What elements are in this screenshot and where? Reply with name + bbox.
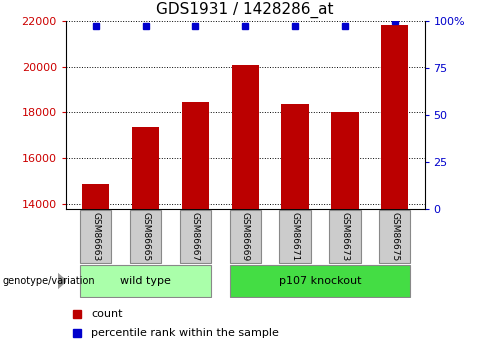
Text: GSM86669: GSM86669 <box>241 212 250 261</box>
Bar <box>182 102 209 209</box>
FancyBboxPatch shape <box>130 210 161 263</box>
Text: count: count <box>91 309 122 319</box>
FancyBboxPatch shape <box>80 210 111 263</box>
FancyBboxPatch shape <box>329 210 361 263</box>
Text: percentile rank within the sample: percentile rank within the sample <box>91 328 279 338</box>
Polygon shape <box>58 273 66 288</box>
Text: genotype/variation: genotype/variation <box>2 276 95 286</box>
Text: GSM86671: GSM86671 <box>290 212 300 261</box>
Text: GSM86673: GSM86673 <box>340 212 349 261</box>
Text: GSM86675: GSM86675 <box>390 212 399 261</box>
Text: GSM86663: GSM86663 <box>91 212 100 261</box>
FancyBboxPatch shape <box>180 210 211 263</box>
FancyBboxPatch shape <box>80 265 211 297</box>
Text: p107 knockout: p107 knockout <box>279 276 361 286</box>
Bar <box>331 112 359 209</box>
FancyBboxPatch shape <box>229 265 410 297</box>
Text: GSM86667: GSM86667 <box>191 212 200 261</box>
FancyBboxPatch shape <box>279 210 311 263</box>
Text: wild type: wild type <box>120 276 171 286</box>
FancyBboxPatch shape <box>379 210 410 263</box>
Bar <box>82 184 109 209</box>
Bar <box>231 66 259 209</box>
Bar <box>381 25 408 209</box>
Bar <box>282 105 309 209</box>
Bar <box>132 127 159 209</box>
Title: GDS1931 / 1428286_at: GDS1931 / 1428286_at <box>157 2 334 18</box>
FancyBboxPatch shape <box>229 210 261 263</box>
Text: GSM86665: GSM86665 <box>141 212 150 261</box>
